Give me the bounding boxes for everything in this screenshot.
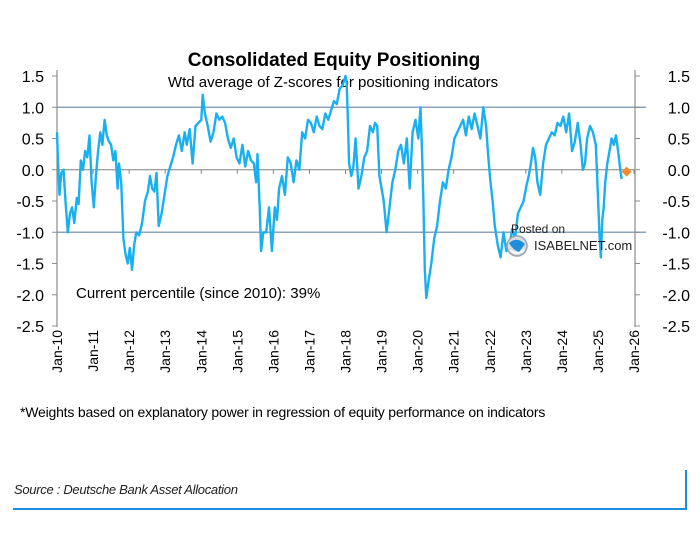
x-tick-label: Jan-20	[410, 330, 426, 373]
y-tick-label-right: 0.0	[668, 163, 690, 180]
y-tick-label-left: 0.0	[22, 163, 44, 180]
left-y-ticks: 1.5 1.0 0.5 0.0 -0.5 -1.0 -1.5 -2.0 -2.5	[16, 69, 57, 336]
watermark-posted-on: Posted on	[511, 222, 565, 236]
y-tick-label-left: -2.5	[16, 319, 44, 336]
x-tick-label: Jan-16	[265, 330, 281, 373]
chart-subtitle: Wtd average of Z-scores for positioning …	[168, 74, 498, 91]
y-tick-label-left: -2.0	[16, 288, 44, 305]
y-tick-label-right: 0.5	[668, 132, 690, 149]
x-tick-label: Jan-11	[85, 330, 101, 372]
isabelnet-watermark: Posted on ISABELNET.com	[506, 222, 632, 257]
y-tick-label-right: -1.0	[662, 225, 690, 242]
chart: Consolidated Equity Positioning Wtd aver…	[16, 50, 690, 373]
x-tick-label: Jan-14	[193, 330, 209, 373]
zero-line-ticks	[56, 169, 635, 174]
y-tick-label-left: -1.0	[16, 225, 44, 242]
x-tick-label: Jan-23	[518, 330, 534, 373]
reference-lines	[57, 106, 646, 234]
right-y-ticks: 1.5 1.0 0.5 0.0 -0.5 -1.0 -1.5 -2.0 -2.5	[635, 69, 690, 336]
current-value-marker	[621, 166, 632, 177]
y-tick-label-left: 0.5	[22, 132, 44, 149]
y-tick-label-right: 1.5	[668, 69, 690, 86]
y-tick-label-right: 1.0	[668, 100, 690, 117]
isabelnet-logo-icon	[506, 235, 528, 257]
source-frame	[13, 470, 687, 510]
x-tick-label: Jan-26	[626, 330, 642, 373]
y-tick-label-right: -1.5	[662, 257, 690, 274]
x-tick-label: Jan-21	[446, 330, 462, 373]
y-tick-label-right: -0.5	[662, 194, 690, 211]
watermark-site: ISABELNET.com	[534, 238, 632, 253]
x-tick-label: Jan-22	[482, 330, 498, 373]
x-tick-label: Jan-12	[121, 330, 137, 373]
y-tick-label-right: -2.0	[662, 288, 690, 305]
footnote: *Weights based on explanatory power in r…	[20, 404, 546, 420]
current-percentile-annotation: Current percentile (since 2010): 39%	[76, 285, 320, 302]
x-tick-label: Jan-25	[590, 330, 606, 373]
y-tick-label-right: -2.5	[662, 319, 690, 336]
y-tick-label-left: -1.5	[16, 257, 44, 274]
y-tick-label-left: 1.5	[22, 69, 44, 86]
x-tick-labels: Jan-10 Jan-11 Jan-12 Jan-13 Jan-14 Jan-15 Jan-…	[49, 330, 642, 373]
x-tick-label: Jan-17	[301, 330, 317, 373]
x-tick-label: Jan-18	[338, 330, 354, 373]
y-tick-label-left: -0.5	[16, 194, 44, 211]
x-tick-label: Jan-10	[49, 330, 65, 373]
y-tick-label-left: 1.0	[22, 100, 44, 117]
x-tick-label: Jan-13	[157, 330, 173, 373]
source-text: Source : Deutsche Bank Asset Allocation	[14, 482, 238, 497]
x-tick-label: Jan-15	[229, 330, 245, 373]
series-line-consolidated-positioning	[55, 74, 623, 300]
x-tick-label: Jan-19	[374, 330, 390, 373]
chart-title: Consolidated Equity Positioning	[188, 50, 480, 71]
x-tick-label: Jan-24	[554, 330, 570, 373]
